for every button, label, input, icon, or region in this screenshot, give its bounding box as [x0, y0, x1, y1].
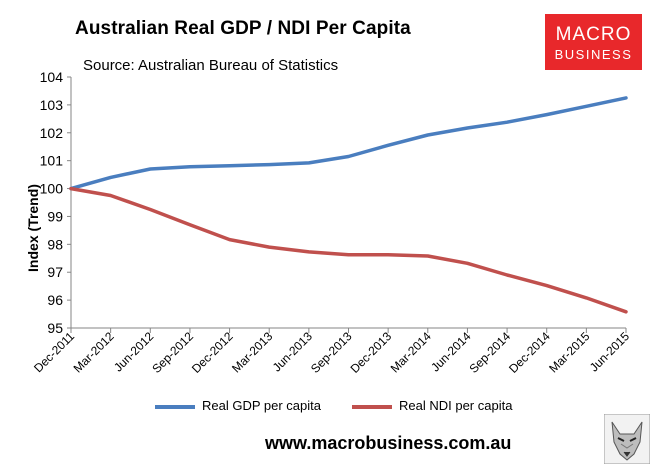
x-tick-label: Dec-2013	[348, 329, 395, 376]
x-tick-label: Sep-2014	[466, 329, 513, 376]
x-tick-label: Mar-2013	[229, 329, 275, 375]
x-tick-label: Jun-2015	[587, 329, 633, 375]
x-tick-label: Sep-2012	[149, 329, 196, 376]
chart-source: Source: Australian Bureau of Statistics	[83, 57, 339, 74]
y-tick-label: 102	[40, 125, 64, 141]
wolf-icon	[604, 414, 650, 464]
y-tick-label: 100	[40, 181, 64, 197]
y-tick-label: 99	[47, 208, 63, 224]
y-tick-label: 104	[40, 69, 64, 85]
series-line-ndi	[69, 186, 628, 314]
y-tick-label: 97	[47, 264, 63, 280]
legend-label-ndi: Real NDI per capita	[399, 398, 513, 413]
y-tick-label: 103	[40, 97, 64, 113]
logo-line1: MACRO	[555, 24, 632, 45]
macrobusiness-logo: MACRO BUSINESS	[545, 14, 642, 70]
legend-label-gdp: Real GDP per capita	[202, 398, 321, 413]
chart-title: Australian Real GDP / NDI Per Capita	[75, 18, 411, 39]
legend-swatch-ndi	[352, 405, 392, 409]
y-tick-label: 96	[47, 292, 63, 308]
footer-url: www.macrobusiness.com.au	[265, 433, 512, 453]
x-tick-label: Mar-2012	[71, 329, 117, 375]
y-axis-label: Index (Trend)	[25, 184, 41, 272]
logo-line2: BUSINESS	[554, 47, 633, 62]
x-tick-label: Dec-2012	[189, 329, 236, 376]
series-line-gdp	[69, 96, 628, 191]
y-tick-label: 95	[47, 320, 63, 336]
y-tick-label: 98	[47, 236, 63, 252]
legend-swatch-gdp	[155, 405, 195, 409]
x-tick-label: Mar-2015	[546, 329, 592, 375]
x-tick-label: Dec-2014	[506, 329, 553, 376]
x-tick-label: Mar-2014	[388, 329, 434, 375]
y-tick-label: 101	[40, 153, 64, 169]
x-tick-label: Sep-2013	[308, 329, 355, 376]
